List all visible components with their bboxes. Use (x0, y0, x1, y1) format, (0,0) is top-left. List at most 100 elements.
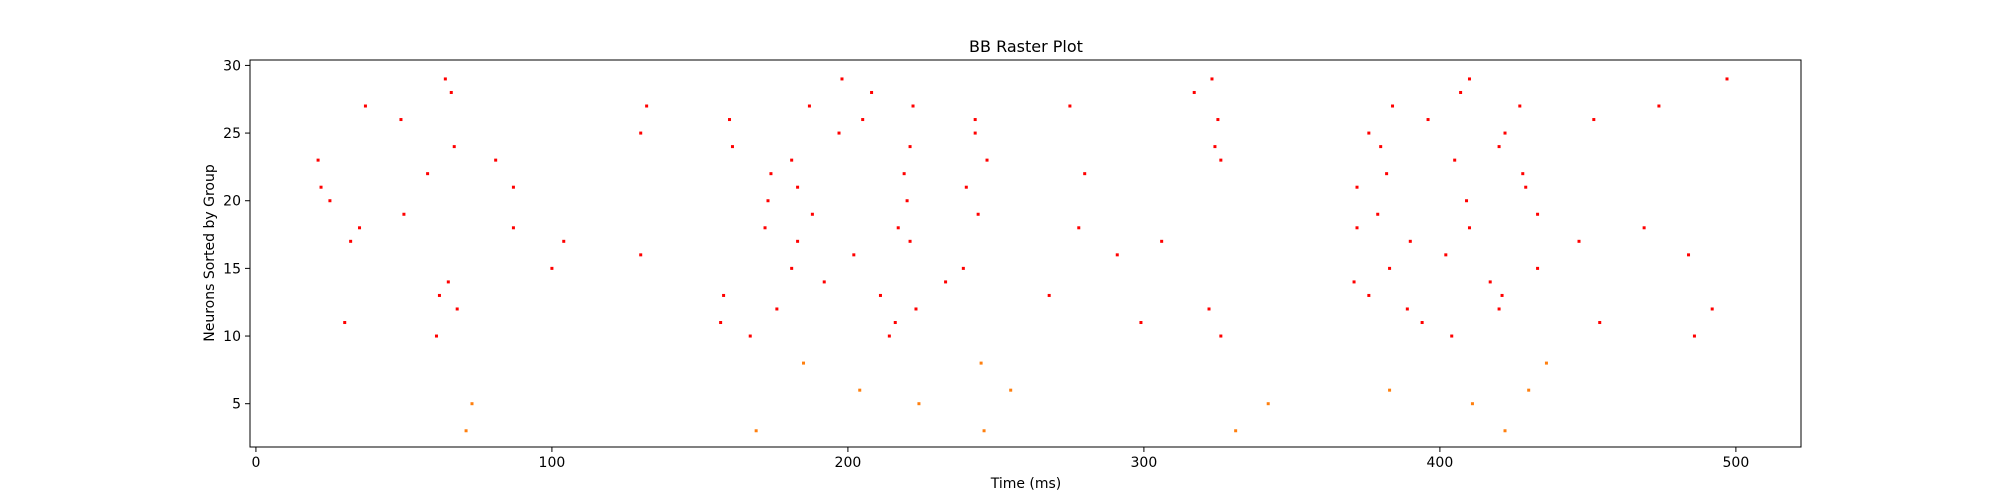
spike-point (1083, 172, 1087, 176)
spike-point (1077, 226, 1081, 230)
spike-point (1657, 104, 1661, 108)
spike-point (722, 293, 726, 297)
spike-point (1420, 321, 1424, 325)
spike-point (1536, 266, 1540, 270)
spike-point (1385, 172, 1389, 176)
spike-point (639, 131, 643, 135)
spike-point (1642, 226, 1646, 230)
spike-point (944, 280, 948, 284)
spike-point (861, 118, 865, 122)
spike-point (728, 118, 732, 122)
spike-point (1115, 253, 1119, 257)
spike-point (1453, 158, 1457, 162)
spike-point (908, 239, 912, 243)
spike-point (973, 131, 977, 135)
y-axis-label: Neurons Sorted by Group (202, 164, 218, 342)
spike-point (1450, 334, 1454, 338)
spike-point (964, 185, 968, 189)
spike-point (1216, 118, 1220, 122)
y-tick-label: 15 (223, 261, 241, 277)
spike-point (979, 361, 983, 365)
x-tick-label: 0 (251, 455, 260, 471)
spike-point (810, 212, 814, 216)
spike-point (358, 226, 362, 230)
spike-point (1692, 334, 1696, 338)
spike-point (1725, 77, 1729, 81)
spike-point (1500, 293, 1504, 297)
x-tick-label: 500 (1723, 455, 1750, 471)
y-tick-label: 30 (223, 58, 241, 74)
spike-point (790, 158, 794, 162)
spike-point (917, 402, 921, 406)
spike-point (562, 239, 566, 243)
spike-point (1598, 321, 1602, 325)
spike-point (343, 321, 347, 325)
spike-point (1467, 226, 1471, 230)
spike-point (1391, 104, 1395, 108)
spike-point (914, 307, 918, 311)
spike-point (976, 212, 980, 216)
data-points (316, 77, 1729, 433)
spike-point (1497, 307, 1501, 311)
spike-point (796, 239, 800, 243)
spike-point (1470, 402, 1474, 406)
spike-point (511, 185, 515, 189)
spike-point (1488, 280, 1492, 284)
spike-point (973, 118, 977, 122)
spike-point (511, 226, 515, 230)
spike-point (1367, 293, 1371, 297)
x-tick-label: 200 (835, 455, 862, 471)
spike-point (1408, 239, 1412, 243)
spike-point (1518, 104, 1522, 108)
x-tick-label: 400 (1427, 455, 1454, 471)
spike-point (402, 212, 406, 216)
spike-point (443, 77, 447, 81)
spike-point (730, 145, 734, 149)
spike-point (437, 293, 441, 297)
x-axis-label: Time (ms) (990, 476, 1062, 492)
spike-point (719, 321, 723, 325)
spike-point (802, 361, 806, 365)
spike-point (837, 131, 841, 135)
spike-point (1376, 212, 1380, 216)
spike-point (1710, 307, 1714, 311)
spike-point (399, 118, 403, 122)
spike-point (1266, 402, 1270, 406)
spike-point (858, 388, 862, 392)
spike-point (911, 104, 915, 108)
spike-point (852, 253, 856, 257)
spike-point (769, 172, 773, 176)
spike-point (870, 90, 874, 94)
spike-point (1459, 90, 1463, 94)
spike-point (1068, 104, 1072, 108)
spike-point (449, 90, 453, 94)
spike-point (1521, 172, 1525, 176)
spike-point (1388, 388, 1392, 392)
spike-point (790, 266, 794, 270)
plot-area (249, 59, 1802, 448)
spike-point (1467, 77, 1471, 81)
spike-point (775, 307, 779, 311)
spike-point (1405, 307, 1409, 311)
x-axis-ticks: 0 100 200 300 400 500 (251, 447, 1749, 471)
spike-point (1592, 118, 1596, 122)
spike-point (464, 429, 468, 433)
spike-point (645, 104, 649, 108)
spike-point (1352, 280, 1356, 284)
spike-point (887, 334, 891, 338)
spike-point (893, 321, 897, 325)
spike-point (985, 158, 989, 162)
spike-point (1577, 239, 1581, 243)
spike-point (363, 104, 367, 108)
y-tick-label: 25 (223, 126, 241, 142)
spike-point (446, 280, 450, 284)
spike-point (908, 145, 912, 149)
spike-point (1426, 118, 1430, 122)
spike-point (455, 307, 459, 311)
spike-point (1355, 226, 1359, 230)
spike-point (1544, 361, 1548, 365)
spike-point (902, 172, 906, 176)
spike-point (1219, 158, 1223, 162)
spike-point (896, 226, 900, 230)
